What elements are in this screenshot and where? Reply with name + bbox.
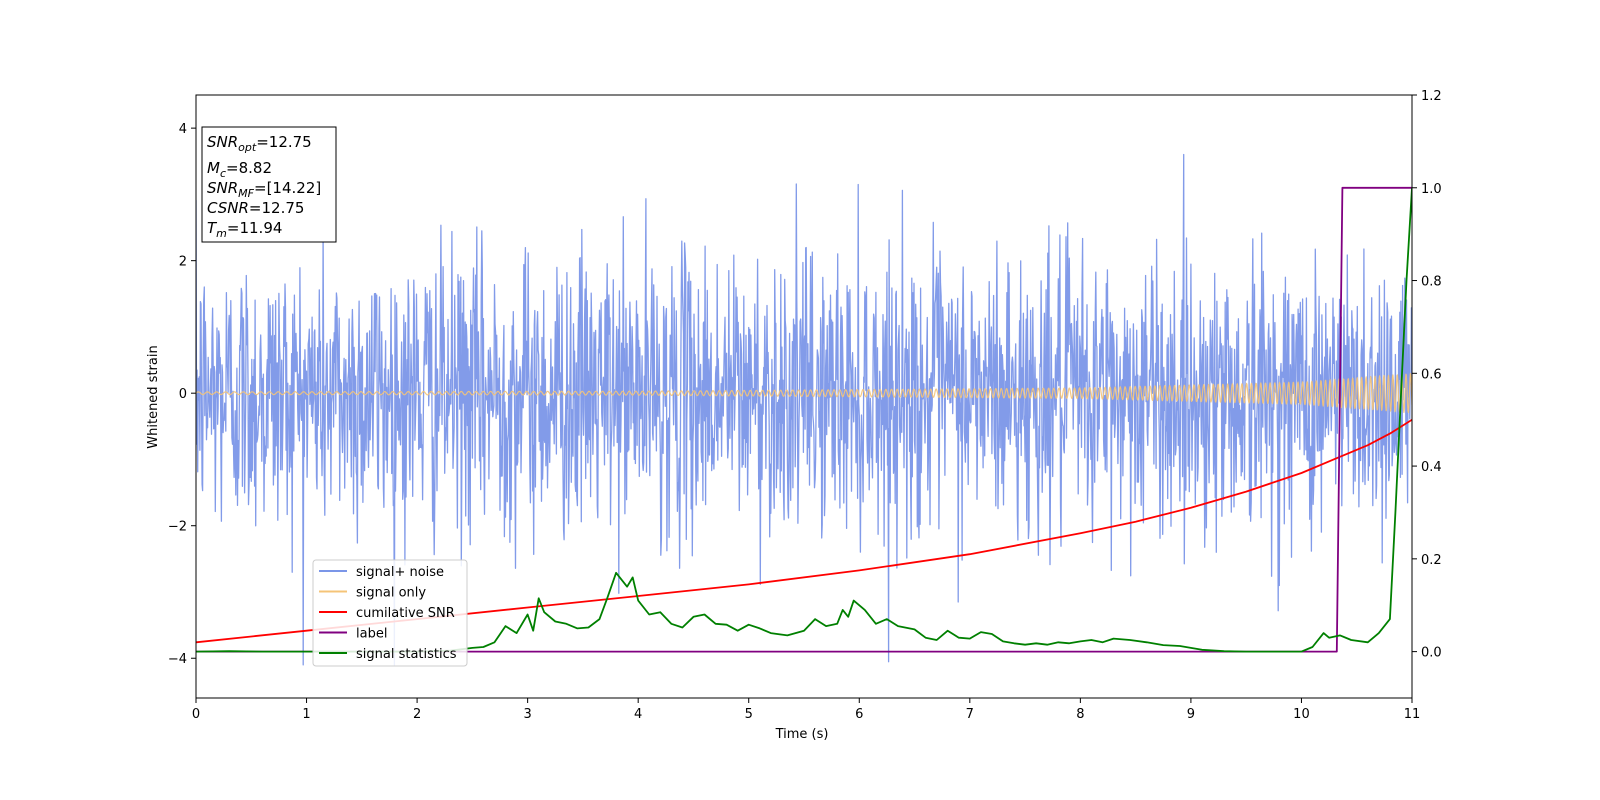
x-tick-label: 10 — [1293, 707, 1310, 722]
x-tick-label: 3 — [523, 707, 531, 722]
y-right-tick-label: 0.4 — [1421, 460, 1442, 475]
series-layer — [196, 153, 1412, 666]
info-subscript: MF — [238, 187, 254, 200]
info-symbol: T — [207, 219, 218, 237]
x-tick-label: 1 — [302, 707, 310, 722]
legend: signal+ noise signal only cumilative SNR la… — [312, 559, 468, 667]
info-box-text: SNRopt=12.75 Mc=8.82 SNRMF=[14.22] CSNR=12.… — [207, 133, 321, 240]
x-tick-label: 8 — [1076, 707, 1084, 722]
info-symbol: SNR — [207, 133, 238, 151]
plot-frame — [195, 94, 1413, 699]
y-right-tick-label: 0.0 — [1421, 646, 1442, 661]
x-tick-label: 0 — [192, 707, 200, 722]
info-value: =12.75 — [256, 133, 312, 151]
x-tick-label: 5 — [745, 707, 753, 722]
info-box: SNRopt=12.75 Mc=8.82 SNRMF=[14.22] CSNR=12.… — [201, 126, 337, 243]
y-right-tick-label: 0.8 — [1421, 275, 1442, 290]
y-right-tick-label: 1.0 — [1421, 182, 1442, 197]
legend-label: label — [356, 627, 387, 642]
legend-entry: cumilative SNR — [319, 606, 455, 621]
x-tick-label: 9 — [1187, 707, 1195, 722]
series-signal-noise-line — [196, 153, 1412, 666]
info-value: =11.94 — [227, 219, 283, 237]
info-subscript: m — [216, 227, 227, 240]
x-tick-label: 4 — [634, 707, 642, 722]
y-left-tick-label: 4 — [179, 122, 187, 137]
y-left-tick-label: −2 — [168, 520, 187, 535]
info-value: =12.75 — [249, 199, 305, 217]
x-tick-label: 6 — [855, 707, 863, 722]
x-axis-label: Time (s) — [775, 727, 829, 742]
legend-entry: label — [319, 627, 387, 642]
y-left-tick-label: 2 — [179, 255, 187, 270]
legend-label: cumilative SNR — [356, 606, 455, 621]
legend-entry: signal statistics — [319, 647, 457, 662]
info-value: =8.82 — [226, 159, 272, 177]
series-signal-only-line — [196, 373, 1412, 414]
legend-label: signal statistics — [356, 647, 457, 662]
info-subscript: opt — [238, 141, 257, 154]
info-box-frame — [201, 126, 337, 243]
y-axis-label: Whitened strain — [146, 345, 161, 448]
axes-layer: 0 1 2 3 4 5 6 7 8 9 10 11 −4 −2 0 2 4 0.0 0.2 0.4 0.6 0.8 1.0 1… — [168, 89, 1442, 722]
legend-frame — [312, 559, 468, 667]
info-symbol: CSNR — [207, 199, 249, 217]
legend-label: signal only — [356, 586, 426, 601]
info-symbol: M — [207, 159, 220, 177]
info-symbol: SNR — [207, 179, 238, 197]
y-right-tick-label: 0.6 — [1421, 367, 1442, 382]
series-label-line — [196, 186, 1412, 653]
info-value: =[14.22] — [254, 179, 321, 197]
y-right-tick-label: 1.2 — [1421, 89, 1442, 104]
series-signal-statistics-line — [196, 187, 1412, 653]
legend-label: signal+ noise — [356, 565, 444, 580]
legend-items: signal+ noise signal only cumilative SNR la… — [319, 565, 457, 662]
y-left-tick-label: −4 — [168, 652, 187, 667]
y-right-tick-label: 0.2 — [1421, 553, 1442, 568]
series-cumilative-snr-line — [196, 418, 1412, 644]
legend-entry: signal only — [319, 586, 426, 601]
x-tick-label: 2 — [413, 707, 421, 722]
legend-entry: signal+ noise — [319, 565, 444, 580]
x-tick-label: 11 — [1404, 707, 1421, 722]
y-left-tick-label: 0 — [179, 387, 187, 402]
info-subscript: c — [220, 167, 226, 180]
x-tick-label: 7 — [966, 707, 974, 722]
